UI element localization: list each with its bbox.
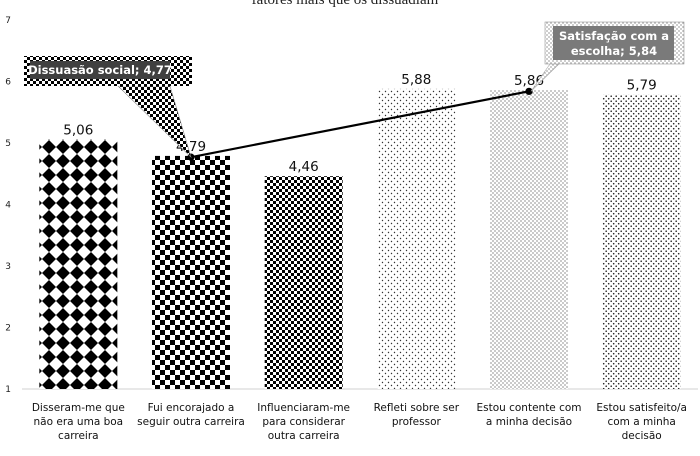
bar-value-label: 5,06 (63, 122, 93, 138)
bar (377, 88, 456, 389)
callout-label: Dissuasão social; 4,77 (28, 63, 172, 77)
y-tick-label: 3 (5, 262, 11, 272)
category-label: Fui encorajado a seguir outra carreira (137, 402, 245, 428)
bar (39, 139, 118, 389)
bar-value-label: 4,46 (289, 159, 319, 175)
bar (490, 90, 568, 390)
series-point (525, 87, 533, 95)
callouts: Dissuasão social; 4,77 Satisfação com a es… (24, 21, 685, 159)
y-tick-label: 4 (5, 201, 11, 211)
bar-value-label: 5,79 (627, 77, 657, 93)
category-label: Refleti sobre ser professor (374, 402, 460, 428)
y-tick-label: 1 (5, 385, 11, 395)
category-labels: Disseram-me que não era uma boa carreira Fu… (32, 402, 687, 442)
y-tick-label: 2 (5, 324, 11, 334)
y-axis: 1 2 3 4 5 6 7 (5, 16, 698, 395)
bar (264, 176, 343, 389)
callout-leader (117, 85, 192, 159)
callout-label-bg (30, 61, 170, 79)
category-label: Influenciaram-me para considerar outra car… (257, 402, 350, 442)
bar (602, 94, 681, 389)
line-series (187, 87, 533, 161)
series-line (190, 90, 530, 159)
y-tick-label: 7 (5, 16, 11, 26)
category-label: Disseram-me que não era uma boa carreira (32, 402, 125, 442)
category-label: Estou contente com a minha decisão (476, 402, 581, 428)
chart-title: fatores mais que os dissuadiam (252, 0, 439, 8)
callout-label-bg (553, 26, 674, 60)
y-tick-label: 5 (5, 139, 11, 149)
bar (152, 155, 230, 389)
bar-value-label: 5,88 (401, 72, 431, 88)
chart-title-group: fatores mais que os dissuadiam (252, 0, 439, 8)
callout-label: Satisfação com a escolha; 5,84 (559, 29, 669, 58)
bars (39, 88, 681, 390)
y-tick-label: 6 (5, 78, 11, 88)
category-label: Estou satisfeito/a com a minha decisão (596, 402, 687, 442)
